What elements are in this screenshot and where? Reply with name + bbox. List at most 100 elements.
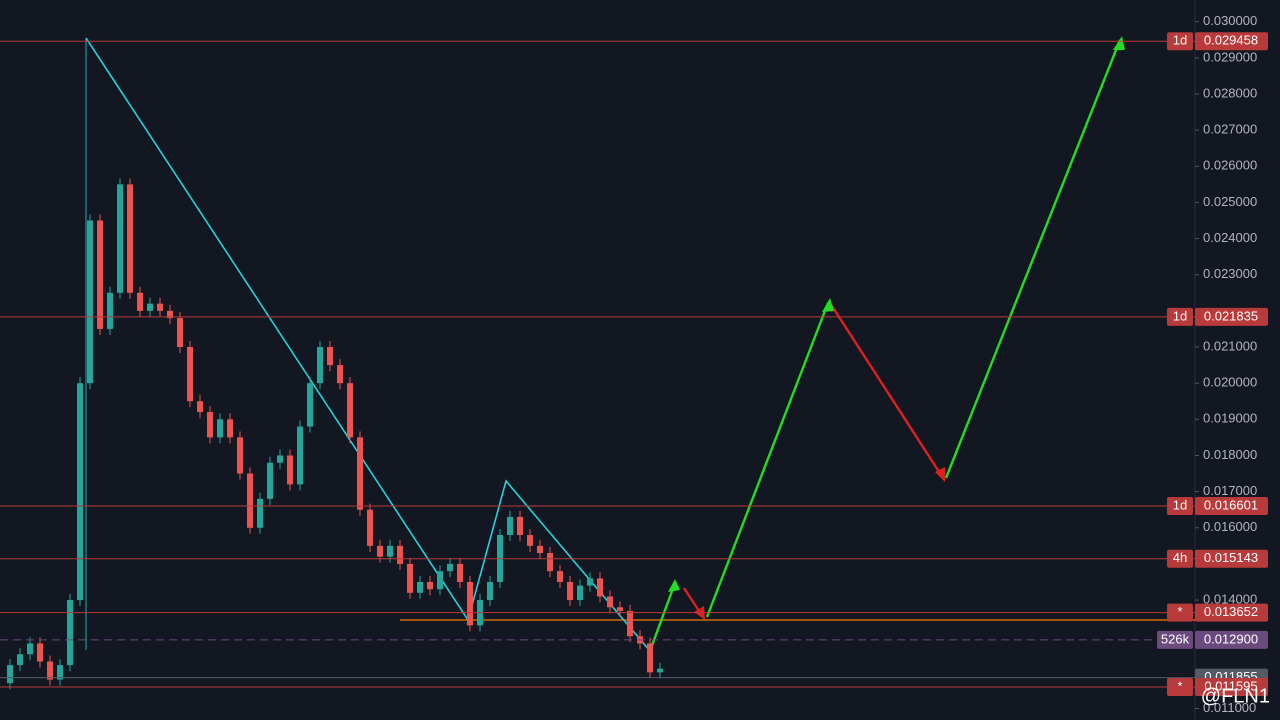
arrowhead xyxy=(935,467,945,482)
y-tick-label: 0.014000 xyxy=(1203,591,1257,606)
candle xyxy=(537,545,543,554)
candle xyxy=(157,303,163,311)
price-tag xyxy=(1195,549,1268,568)
timeframe-label: * xyxy=(1177,604,1182,619)
candle xyxy=(47,661,53,680)
timeframe-label: 1d xyxy=(1173,308,1187,323)
price-tag-label: 0.015143 xyxy=(1204,550,1258,565)
candle xyxy=(297,426,303,485)
candle xyxy=(27,643,33,655)
candle xyxy=(397,545,403,564)
timeframe-tag xyxy=(1167,677,1193,696)
arrow-down xyxy=(828,302,945,479)
arrow-up xyxy=(705,302,830,618)
candle xyxy=(77,383,83,601)
candle xyxy=(407,563,413,593)
dynamic: 0.030000 0.029000 0.028000 0.027000 0.026000… xyxy=(0,13,1268,715)
candle xyxy=(127,184,133,293)
candle xyxy=(217,419,223,438)
candle xyxy=(607,596,613,608)
y-tick-label: 0.029000 xyxy=(1203,49,1257,64)
candle xyxy=(597,578,603,597)
price-tag-label: 0.013652 xyxy=(1204,604,1258,619)
candle xyxy=(67,600,73,666)
candle xyxy=(427,581,433,590)
candle xyxy=(177,318,183,348)
price-tag xyxy=(1195,32,1268,51)
candle xyxy=(117,184,123,293)
candle xyxy=(387,545,393,557)
y-tick-label: 0.011000 xyxy=(1203,700,1256,715)
candle xyxy=(567,581,573,601)
candle xyxy=(147,303,153,311)
candle xyxy=(587,578,593,586)
arrowhead xyxy=(822,298,834,312)
candle xyxy=(37,643,43,662)
candle xyxy=(287,455,293,485)
y-tick-label: 0.021000 xyxy=(1203,338,1257,353)
price-tag xyxy=(1195,630,1268,649)
candle xyxy=(437,571,443,590)
candle xyxy=(197,401,203,413)
y-tick-label: 0.023000 xyxy=(1203,266,1257,281)
price-tag-label: 0.011595 xyxy=(1204,678,1257,693)
candle xyxy=(337,365,343,384)
candle xyxy=(447,563,453,572)
candle xyxy=(647,643,653,673)
candle xyxy=(257,498,263,528)
candle xyxy=(457,563,463,582)
candle xyxy=(97,220,103,329)
trendlines xyxy=(85,37,651,652)
candle xyxy=(137,292,143,311)
y-tick-label: 0.024000 xyxy=(1203,230,1257,245)
y-tick-label: 0.020000 xyxy=(1203,375,1257,390)
candle xyxy=(107,292,113,329)
candle xyxy=(347,383,353,438)
price-tag xyxy=(1195,603,1268,622)
candle xyxy=(227,419,233,438)
candle xyxy=(557,571,563,582)
projection xyxy=(648,39,1122,652)
arrow-up xyxy=(944,39,1122,479)
timeframe-tag xyxy=(1167,32,1193,51)
price-tag xyxy=(1195,307,1268,326)
candle xyxy=(277,455,283,463)
timeframe-label: 1d xyxy=(1173,497,1187,512)
y-tick-label: 0.026000 xyxy=(1203,158,1257,173)
timeframe-tag xyxy=(1167,307,1193,326)
candle xyxy=(307,383,313,427)
price-tag xyxy=(1195,497,1268,516)
candle xyxy=(7,665,13,684)
candle xyxy=(357,437,363,510)
candle xyxy=(87,220,93,384)
candle xyxy=(247,473,253,528)
timeframe-tag xyxy=(1167,549,1193,568)
y-tick-label: 0.025000 xyxy=(1203,194,1257,209)
timeframe-tag xyxy=(1157,630,1193,649)
candle xyxy=(207,412,213,438)
candle xyxy=(527,534,533,546)
timeframe-tag xyxy=(1167,497,1193,516)
candle xyxy=(627,610,633,637)
price-tag-label: 0.029458 xyxy=(1204,33,1258,48)
candle xyxy=(417,581,423,593)
y-tick-label: 0.028000 xyxy=(1203,85,1257,100)
candle xyxy=(167,310,173,319)
candle xyxy=(327,347,333,366)
price-tag xyxy=(1195,677,1268,696)
candle xyxy=(547,553,553,572)
timeframe-label: 526k xyxy=(1161,631,1190,646)
price-tag-label: 0.012900 xyxy=(1204,631,1258,646)
candle xyxy=(187,347,193,402)
timeframe-label: 1d xyxy=(1173,33,1187,48)
y-tick-label: 0.018000 xyxy=(1203,447,1257,462)
candle xyxy=(487,581,493,601)
candle xyxy=(377,545,383,557)
timeframe-label: 4h xyxy=(1173,550,1187,565)
y-tick-label: 0.019000 xyxy=(1203,411,1257,426)
watermark: @FLN1 xyxy=(1201,685,1270,707)
candle xyxy=(267,462,273,499)
candle xyxy=(237,437,243,474)
arrowhead xyxy=(1113,36,1125,50)
